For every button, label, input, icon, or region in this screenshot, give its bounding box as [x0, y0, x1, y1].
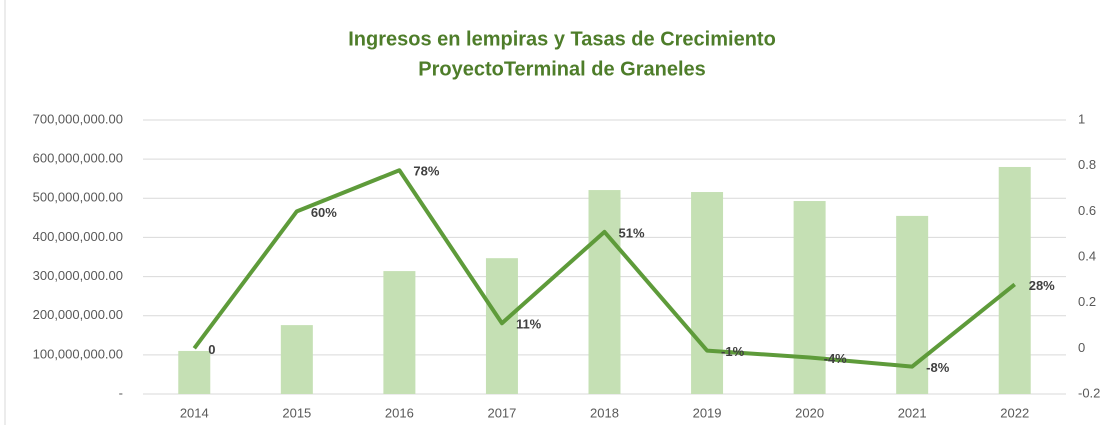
data-label: 78%	[413, 164, 439, 179]
y-tick-label: 500,000,000.00	[33, 190, 123, 205]
y2-tick-label: 1	[1078, 111, 1085, 126]
chart-title: Ingresos en lempiras y Tasas de Crecimie…	[348, 28, 776, 50]
y-tick-label: 700,000,000.00	[33, 111, 123, 126]
x-tick-label: 2015	[282, 405, 311, 420]
bar	[588, 190, 621, 394]
y-tick-label: -	[119, 385, 123, 400]
line	[192, 168, 1016, 369]
data-label: 11%	[516, 317, 542, 332]
y-tick-label: 300,000,000.00	[33, 268, 123, 283]
x-tick-label: 2022	[1000, 405, 1029, 420]
x-tick-label: 2016	[385, 405, 414, 420]
x-tick-label: 2019	[693, 405, 722, 420]
bar	[280, 325, 313, 394]
y2-tick-label: 0.6	[1078, 203, 1096, 218]
data-label: -4%	[824, 351, 848, 366]
x-tick-label: 2018	[590, 405, 619, 420]
data-label: 28%	[1029, 278, 1055, 293]
x-tick-label: 2017	[487, 405, 516, 420]
data-label: 0	[208, 342, 215, 357]
bar	[178, 350, 211, 394]
y2-tick-label: 0.2	[1078, 294, 1096, 309]
data-label: -1%	[721, 344, 745, 359]
bar	[793, 201, 826, 394]
y2-tick-label: 0	[1078, 340, 1085, 355]
chart-title: ProyectoTerminal de Graneles	[418, 58, 706, 80]
data-label: 51%	[619, 225, 645, 240]
y2-tick-label: 0.4	[1078, 248, 1096, 263]
y-tick-label: 400,000,000.00	[33, 229, 123, 244]
y-tick-label: 100,000,000.00	[33, 346, 123, 361]
y2-tick-label: -0.2	[1078, 385, 1100, 400]
x-tick-label: 2021	[898, 405, 927, 420]
x-tick-label: 2014	[180, 405, 209, 420]
data-label: 60%	[311, 205, 337, 220]
y2-tick-label: 0.8	[1078, 157, 1096, 172]
bar	[691, 192, 724, 394]
y-tick-label: 200,000,000.00	[33, 307, 123, 322]
bar	[485, 258, 518, 394]
x-tick-label: 2020	[795, 405, 824, 420]
data-label: -8%	[926, 360, 950, 375]
y-tick-label: 600,000,000.00	[33, 151, 123, 166]
bar	[383, 271, 416, 394]
bar	[998, 166, 1031, 394]
